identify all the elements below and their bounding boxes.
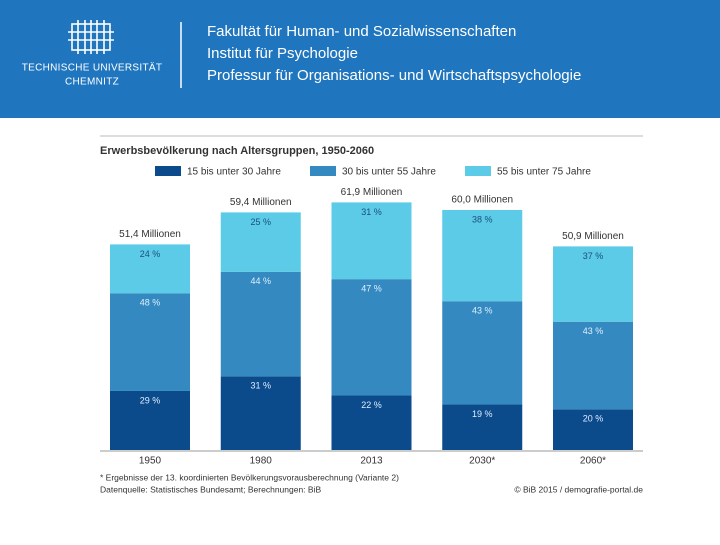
total-label: 60,0 Millionen	[451, 195, 513, 206]
value-label: 20 %	[583, 414, 604, 424]
legend-label: 55 bis unter 75 Jahre	[497, 167, 591, 178]
value-label: 38 %	[472, 214, 493, 224]
credit: © BiB 2015 / demografie-portal.de	[514, 484, 643, 494]
bar-segment	[110, 244, 190, 294]
logo-text: CHEMNITZ	[65, 77, 119, 88]
value-label: 47 %	[361, 284, 382, 294]
bar-segment	[442, 210, 523, 302]
value-label: 31 %	[361, 207, 382, 217]
bar-segment	[220, 271, 301, 377]
header-line: Institut für Psychologie	[207, 45, 358, 62]
footnote: * Ergebnisse der 13. koordinierten Bevöl…	[100, 472, 399, 482]
value-label: 44 %	[250, 276, 271, 286]
chart-title: Erwerbsbevölkerung nach Altersgruppen, 1…	[100, 145, 374, 157]
header-line: Professur für Organisations- und Wirtsch…	[207, 67, 581, 84]
value-label: 37 %	[583, 251, 604, 261]
bar-segment	[110, 390, 190, 450]
legend-swatch	[310, 166, 336, 176]
bar-segment	[442, 404, 523, 450]
x-tick-label: 2060*	[580, 456, 606, 467]
total-label: 51,4 Millionen	[119, 229, 181, 240]
bar-segment	[110, 293, 190, 391]
x-tick-label: 2013	[360, 456, 383, 467]
logo-text: TECHNISCHE UNIVERSITÄT	[22, 62, 163, 74]
bar-segment	[331, 202, 412, 280]
x-tick-label: 2030*	[469, 456, 495, 467]
value-label: 25 %	[250, 217, 271, 227]
footnote: Datenquelle: Statistisches Bundesamt; Be…	[100, 484, 321, 494]
value-label: 29 %	[140, 395, 161, 405]
bar-segment	[442, 301, 523, 405]
header-band	[0, 0, 720, 118]
bar-segment	[553, 321, 633, 410]
legend-label: 30 bis unter 55 Jahre	[342, 167, 436, 178]
total-label: 61,9 Millionen	[341, 187, 403, 198]
legend-swatch	[155, 166, 181, 176]
legend-swatch	[465, 166, 491, 176]
value-label: 24 %	[140, 249, 161, 259]
total-label: 59,4 Millionen	[230, 197, 292, 208]
value-label: 43 %	[583, 326, 604, 336]
bar-segment	[220, 376, 301, 450]
bar-segment	[553, 246, 633, 322]
legend-label: 15 bis unter 30 Jahre	[187, 167, 281, 178]
total-label: 50,9 Millionen	[562, 231, 624, 242]
bar-segment	[220, 212, 301, 272]
value-label: 22 %	[361, 400, 382, 410]
bar-segment	[331, 395, 412, 450]
bar-segment	[331, 279, 412, 396]
header-line: Fakultät für Human- und Sozialwissenscha…	[207, 23, 516, 40]
logo-icon	[68, 20, 114, 54]
value-label: 31 %	[250, 381, 271, 391]
value-label: 43 %	[472, 306, 493, 316]
x-tick-label: 1950	[139, 456, 162, 467]
x-tick-label: 1980	[250, 456, 273, 467]
value-label: 19 %	[472, 409, 493, 419]
bar-segment	[553, 409, 633, 450]
value-label: 48 %	[140, 298, 161, 308]
